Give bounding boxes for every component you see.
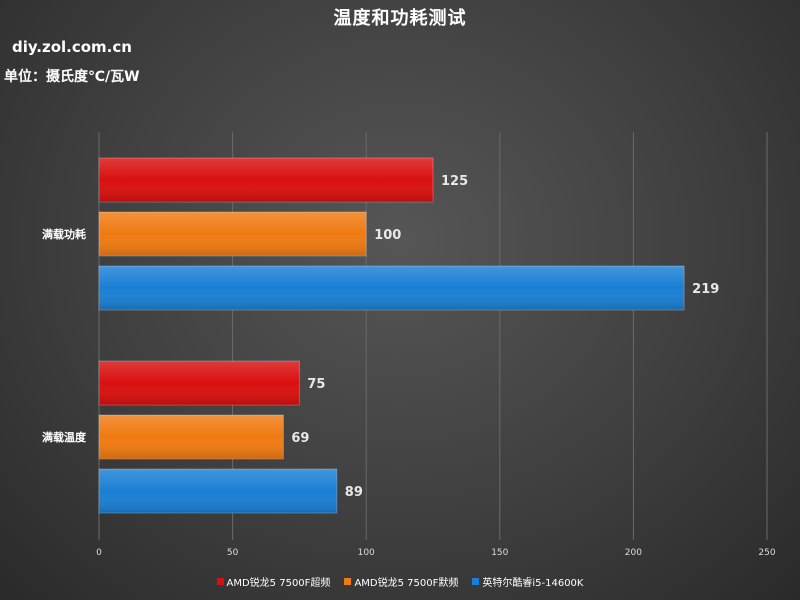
data-label: 75 bbox=[307, 377, 325, 392]
legend-item: AMD锐龙5 7500F超频 bbox=[216, 574, 331, 589]
x-tick-label: 150 bbox=[491, 548, 508, 558]
bar-shade bbox=[99, 415, 284, 459]
legend-swatch bbox=[344, 578, 352, 585]
category-label: 满载温度 bbox=[42, 430, 87, 444]
x-tick-label: 50 bbox=[227, 548, 239, 558]
unit-label: 单位：摄氏度℃/瓦W bbox=[4, 69, 140, 85]
data-label: 125 bbox=[441, 174, 468, 189]
data-label: 89 bbox=[345, 485, 363, 500]
data-label: 219 bbox=[692, 282, 719, 297]
bar-shade bbox=[99, 212, 367, 256]
bar-shade bbox=[99, 361, 300, 405]
bar-shade bbox=[99, 266, 685, 310]
x-tick-label: 200 bbox=[625, 548, 642, 558]
bars bbox=[98, 157, 685, 514]
chart-title: 温度和功耗测试 bbox=[333, 8, 467, 29]
legend-label: AMD锐龙5 7500F超频 bbox=[226, 578, 331, 589]
legend: AMD锐龙5 7500F超频 AMD锐龙5 7500F默频 英特尔酷睿i5-1460… bbox=[0, 574, 800, 589]
x-tick-label: 100 bbox=[358, 548, 375, 558]
bar-shade bbox=[99, 158, 433, 202]
bar-shade bbox=[99, 469, 337, 513]
data-label: 69 bbox=[291, 431, 309, 446]
source-watermark: diy.zol.com.cn bbox=[12, 38, 132, 56]
legend-label: 英特尔酷睿i5-14600K bbox=[482, 578, 584, 589]
legend-swatch bbox=[216, 578, 224, 585]
data-label: 100 bbox=[374, 228, 401, 243]
labels: 0 50 100 150 200 250 125 100 219 满载功耗 75 69 89 满载温度 bbox=[42, 174, 776, 558]
legend-item: 英特尔酷睿i5-14600K bbox=[472, 574, 583, 589]
legend-label: AMD锐龙5 7500F默频 bbox=[354, 578, 459, 589]
category-label: 满载功耗 bbox=[42, 227, 86, 241]
x-tick-label: 250 bbox=[758, 548, 775, 558]
x-tick-label: 0 bbox=[96, 548, 102, 558]
legend-item: AMD锐龙5 7500F默频 bbox=[344, 574, 458, 589]
legend-swatch bbox=[472, 578, 480, 585]
